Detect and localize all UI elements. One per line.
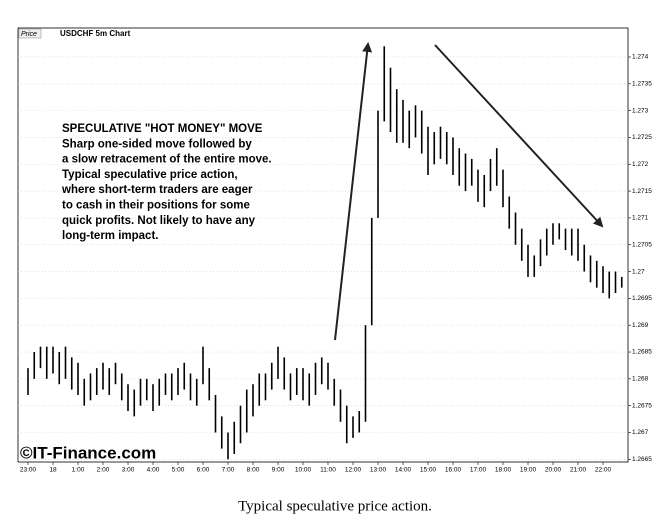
badge: Price	[21, 31, 37, 38]
x-tick-label: 13:00	[370, 467, 387, 474]
x-tick-label: 20:00	[545, 467, 562, 474]
y-tick-label: 1.2675	[632, 402, 652, 409]
y-tick-label: 1.272	[632, 161, 649, 168]
x-tick-label: 18	[49, 467, 57, 474]
annotation-line: SPECULATIVE "HOT MONEY" MOVE	[62, 123, 263, 135]
y-tick-label: 1.2665	[632, 456, 652, 463]
x-tick-label: 22:00	[595, 467, 612, 474]
y-tick-label: 1.2715	[632, 188, 652, 195]
chart-title: USDCHF 5m Chart	[60, 29, 131, 38]
plot-frame	[17, 27, 629, 463]
x-tick-label: 10:00	[295, 467, 312, 474]
y-tick-label: 1.274	[632, 54, 649, 61]
x-tick-label: 23:00	[20, 467, 37, 474]
y-tick-label: 1.2695	[632, 295, 652, 302]
y-tick-label: 1.2725	[632, 134, 652, 141]
annotation-line: quick profits. Not likely to have any	[62, 215, 256, 227]
annotation-line: long-term impact.	[62, 230, 158, 242]
x-tick-label: 1:00	[72, 467, 85, 474]
watermark: ©IT-Finance.com	[20, 443, 156, 462]
y-tick-label: 1.268	[632, 376, 649, 383]
x-tick-label: 16:00	[445, 467, 462, 474]
x-tick-label: 5:00	[172, 467, 185, 474]
arrow-up	[334, 42, 373, 341]
x-tick-label: 11:00	[320, 467, 336, 474]
x-tick-label: 2:00	[97, 467, 110, 474]
x-tick-label: 12:00	[345, 467, 362, 474]
caption: Typical speculative price action.	[238, 498, 432, 514]
annotation-line: Sharp one-sided move followed by	[62, 138, 252, 150]
x-tick-label: 14:00	[395, 467, 412, 474]
annotation: SPECULATIVE "HOT MONEY" MOVE Sharp one-si…	[61, 123, 272, 242]
y-tick-label: 1.2705	[632, 241, 652, 248]
annotation-line: a slow retracement of the entire move.	[62, 154, 272, 166]
annotation-line: where short-term traders are eager	[61, 184, 253, 196]
y-tick-label: 1.2735	[632, 81, 652, 88]
y-tick-label: 1.27	[632, 268, 645, 275]
x-tick-label: 15:00	[420, 467, 437, 474]
annotation-line: Typical speculative price action,	[62, 169, 238, 181]
x-tick-label: 7:00	[222, 467, 235, 474]
y-tick-label: 1.2685	[632, 349, 652, 356]
y-tick-label: 1.269	[632, 322, 649, 329]
x-tick-label: 19:00	[520, 467, 537, 474]
x-tick-label: 8:00	[247, 467, 260, 474]
x-tick-label: 3:00	[122, 467, 135, 474]
y-tick-label: 1.273	[632, 107, 649, 114]
plot: 1.2665 1.267 1.2675 1.268 1.2685 1.269 1.2695 1…	[18, 46, 652, 474]
x-tick-label: 18:00	[495, 467, 512, 474]
annotation-line: to cash in their positions for some	[62, 200, 250, 212]
arrow-down	[434, 44, 604, 228]
badge-box	[18, 28, 42, 39]
y-tick-label: 1.267	[632, 429, 649, 436]
x-tick-label: 6:00	[197, 467, 210, 474]
x-tick-label: 4:00	[147, 467, 160, 474]
x-tick-label: 17:00	[470, 467, 487, 474]
y-tick-label: 1.271	[632, 215, 649, 222]
x-tick-label: 9:00	[272, 467, 285, 474]
x-tick-label: 21:00	[570, 467, 587, 474]
